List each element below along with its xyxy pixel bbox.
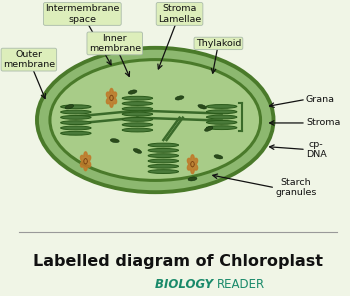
Ellipse shape xyxy=(198,104,206,109)
Ellipse shape xyxy=(148,154,178,157)
Ellipse shape xyxy=(61,121,91,125)
Text: Outer
membrane: Outer membrane xyxy=(3,50,55,69)
Ellipse shape xyxy=(133,149,142,153)
Ellipse shape xyxy=(37,48,273,192)
Ellipse shape xyxy=(206,110,237,114)
Ellipse shape xyxy=(122,112,153,116)
Ellipse shape xyxy=(206,126,237,130)
Ellipse shape xyxy=(175,96,184,100)
Ellipse shape xyxy=(65,104,74,109)
Ellipse shape xyxy=(188,177,197,181)
Polygon shape xyxy=(187,155,198,174)
Ellipse shape xyxy=(148,159,178,163)
Ellipse shape xyxy=(61,131,91,135)
Text: Thylakoid: Thylakoid xyxy=(196,39,241,48)
Ellipse shape xyxy=(214,155,223,159)
Ellipse shape xyxy=(61,110,91,114)
Ellipse shape xyxy=(148,164,178,168)
Ellipse shape xyxy=(61,126,91,130)
Text: Grana: Grana xyxy=(306,95,335,104)
Text: READER: READER xyxy=(217,278,265,291)
Ellipse shape xyxy=(122,123,153,127)
Text: cp-
DNA: cp- DNA xyxy=(306,140,327,159)
Ellipse shape xyxy=(204,126,213,131)
Ellipse shape xyxy=(122,96,153,100)
Ellipse shape xyxy=(122,128,153,132)
Ellipse shape xyxy=(122,102,153,105)
Ellipse shape xyxy=(206,115,237,119)
Ellipse shape xyxy=(148,143,178,147)
Text: Stroma: Stroma xyxy=(306,118,340,128)
Text: Stroma
Lamellae: Stroma Lamellae xyxy=(158,4,201,24)
Text: Inner
membrane: Inner membrane xyxy=(89,34,141,53)
Ellipse shape xyxy=(61,105,91,109)
Ellipse shape xyxy=(206,104,237,108)
Ellipse shape xyxy=(128,90,137,94)
Ellipse shape xyxy=(122,118,153,121)
Ellipse shape xyxy=(122,107,153,111)
Ellipse shape xyxy=(50,59,260,180)
Polygon shape xyxy=(80,152,91,171)
Ellipse shape xyxy=(148,149,178,152)
Ellipse shape xyxy=(206,120,237,124)
Text: Starch
granules: Starch granules xyxy=(275,178,316,197)
Ellipse shape xyxy=(61,115,91,119)
Ellipse shape xyxy=(110,139,119,143)
Text: BIOLOGY: BIOLOGY xyxy=(155,278,217,291)
Text: Intermembrane
space: Intermembrane space xyxy=(45,4,119,24)
Polygon shape xyxy=(106,89,117,107)
Text: Labelled diagram of Chloroplast: Labelled diagram of Chloroplast xyxy=(33,254,323,269)
Ellipse shape xyxy=(148,170,178,173)
